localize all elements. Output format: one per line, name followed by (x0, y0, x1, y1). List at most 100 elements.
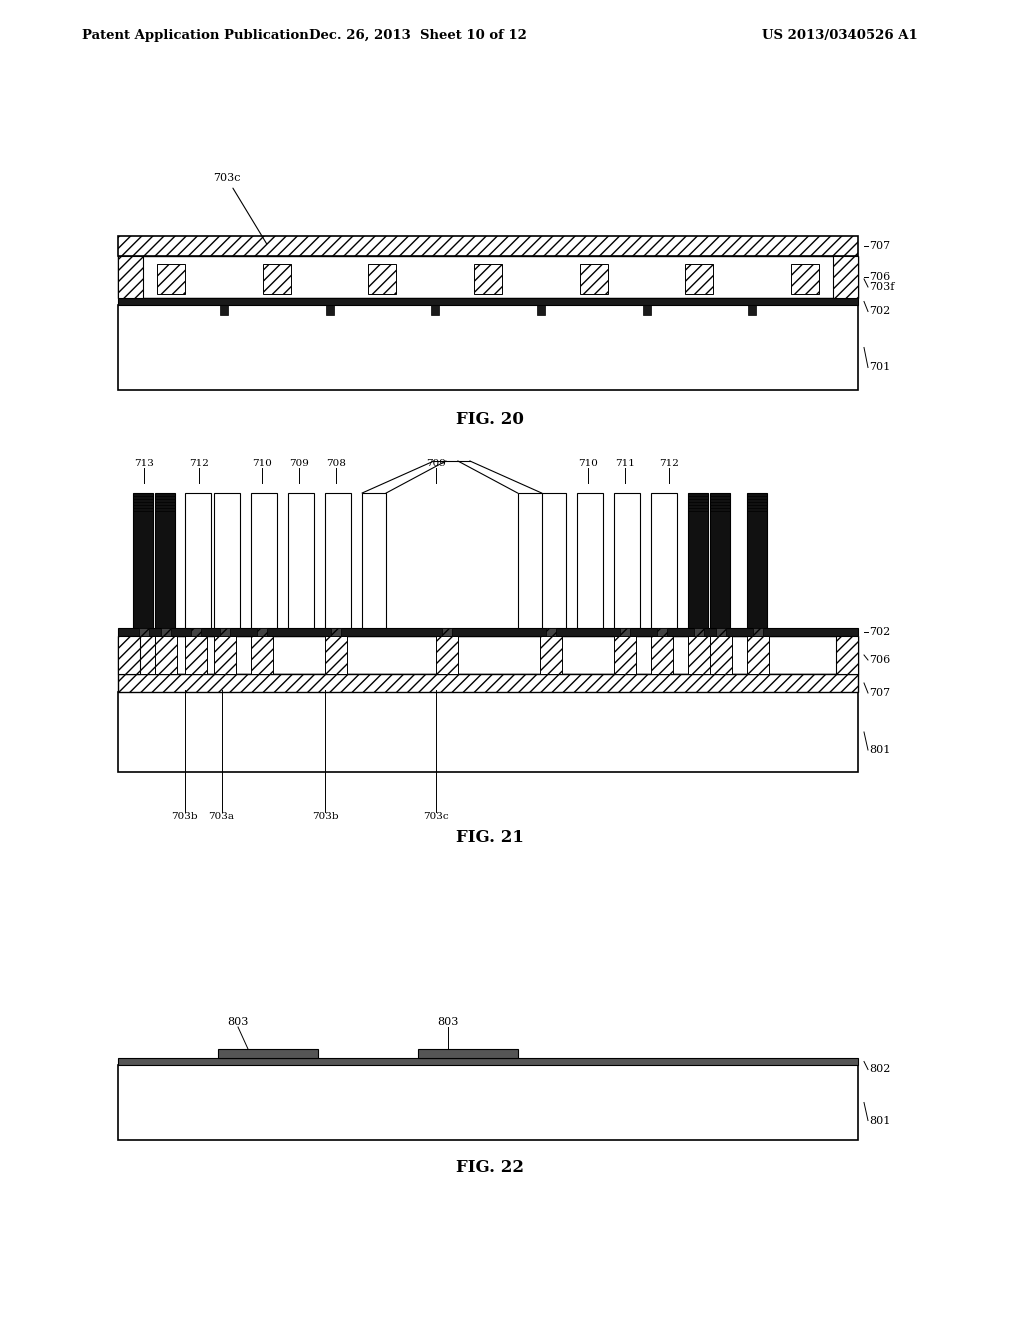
Bar (326, 636, 347, 675)
Bar (620, 628, 630, 636)
Bar (161, 628, 171, 636)
Text: FIG. 22: FIG. 22 (456, 1159, 524, 1176)
Text: 801: 801 (869, 1115, 891, 1126)
Bar (326, 305, 334, 315)
Bar (139, 628, 148, 636)
Text: 801: 801 (869, 744, 891, 755)
Bar (613, 492, 640, 628)
Text: FIG. 21: FIG. 21 (456, 829, 524, 846)
Bar (540, 636, 562, 675)
Bar (746, 492, 767, 628)
Text: US 2013/0340526 A1: US 2013/0340526 A1 (762, 29, 918, 41)
Bar (331, 628, 341, 636)
Bar (688, 636, 710, 675)
Bar (369, 264, 396, 294)
Bar (546, 628, 556, 636)
Bar (214, 636, 237, 675)
Text: 703f: 703f (869, 282, 894, 292)
Bar (118, 1065, 858, 1140)
Bar (685, 264, 714, 294)
Bar (436, 636, 458, 675)
Bar (118, 305, 858, 389)
Bar (155, 636, 177, 675)
Text: Dec. 26, 2013  Sheet 10 of 12: Dec. 26, 2013 Sheet 10 of 12 (309, 29, 527, 41)
Text: 703c: 703c (213, 173, 266, 244)
Bar (214, 492, 241, 628)
Bar (833, 256, 858, 298)
Bar (540, 492, 566, 628)
Text: 710: 710 (252, 459, 272, 469)
Bar (257, 628, 267, 636)
Bar (118, 236, 858, 256)
Bar (118, 636, 858, 675)
Bar (431, 305, 439, 315)
Bar (577, 492, 603, 628)
Text: 703a: 703a (209, 812, 234, 821)
Bar (537, 305, 545, 315)
Text: 701: 701 (869, 363, 890, 372)
Bar (642, 305, 650, 315)
Bar (218, 1049, 318, 1059)
Text: 803: 803 (227, 1016, 249, 1027)
Bar (220, 305, 227, 315)
Text: 706: 706 (869, 272, 890, 282)
Text: 707: 707 (869, 688, 890, 698)
Text: 703b: 703b (312, 812, 339, 821)
Bar (442, 628, 453, 636)
Bar (651, 492, 677, 628)
Text: 802: 802 (869, 1064, 891, 1074)
Bar (118, 298, 858, 305)
Bar (220, 628, 230, 636)
Bar (133, 636, 155, 675)
Bar (251, 492, 278, 628)
Bar (656, 628, 667, 636)
Bar (118, 692, 858, 772)
Bar (474, 264, 502, 294)
Bar (288, 492, 314, 628)
Bar (753, 628, 763, 636)
Bar (710, 636, 732, 675)
Bar (326, 492, 351, 628)
Bar (118, 1059, 858, 1065)
Bar (651, 636, 673, 675)
Bar (710, 492, 730, 628)
Text: 703b: 703b (171, 812, 198, 821)
Bar (155, 492, 175, 628)
Bar (133, 492, 153, 628)
Text: 803: 803 (437, 1016, 459, 1027)
Bar (688, 492, 708, 628)
Bar (118, 628, 858, 636)
Text: 702: 702 (869, 306, 890, 317)
Text: FIG. 20: FIG. 20 (456, 412, 524, 429)
Bar (157, 264, 185, 294)
Bar (118, 256, 143, 298)
Bar (613, 636, 636, 675)
Text: Patent Application Publication: Patent Application Publication (82, 29, 309, 41)
Bar (716, 628, 726, 636)
Text: 709: 709 (426, 459, 446, 469)
Bar (184, 492, 211, 628)
Bar (251, 636, 273, 675)
Text: 707: 707 (869, 242, 890, 251)
Bar (184, 636, 207, 675)
Bar (362, 492, 386, 628)
Bar (118, 636, 140, 675)
Text: 703c: 703c (423, 812, 449, 821)
Text: 702: 702 (869, 627, 890, 638)
Bar (580, 264, 607, 294)
Text: 711: 711 (615, 459, 635, 469)
Bar (190, 628, 201, 636)
Bar (118, 675, 858, 692)
Text: 710: 710 (578, 459, 598, 469)
Bar (263, 264, 291, 294)
Bar (118, 256, 858, 298)
Bar (517, 492, 542, 628)
Bar (746, 636, 769, 675)
Text: 713: 713 (134, 459, 154, 469)
Bar (791, 264, 819, 294)
Text: 712: 712 (189, 459, 209, 469)
Text: 709: 709 (290, 459, 309, 469)
Bar (749, 305, 756, 315)
Text: 712: 712 (659, 459, 679, 469)
Bar (694, 628, 703, 636)
